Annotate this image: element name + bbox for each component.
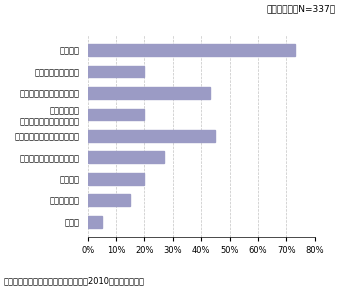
Bar — [88, 194, 130, 206]
Bar — [88, 216, 102, 228]
Bar — [88, 173, 144, 185]
Text: （複数回答：N=337）: （複数回答：N=337） — [266, 4, 336, 13]
Text: 資料：「ジェトロ海外事業活動調査（2010）」から作成。: 資料：「ジェトロ海外事業活動調査（2010）」から作成。 — [3, 277, 144, 286]
Bar — [88, 44, 295, 56]
Bar — [88, 66, 144, 77]
Bar — [88, 108, 144, 120]
Bar — [88, 87, 210, 99]
Bar — [88, 130, 215, 142]
Bar — [88, 152, 164, 163]
